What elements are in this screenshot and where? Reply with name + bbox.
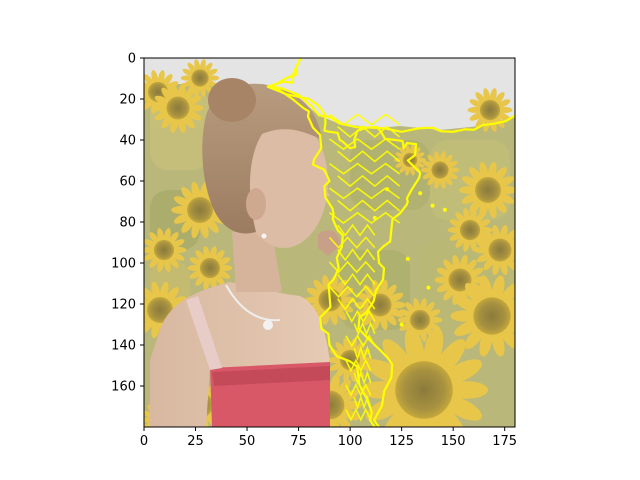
overlay-edge-fragment [328,236,376,249]
overlay-speck [442,207,447,212]
dress-top-shadow [212,366,330,386]
overlay-edge-fragment [337,223,376,237]
sunflower [397,298,443,342]
x-tick-label: 100 [338,434,363,449]
overlay-edge-fragment [337,125,401,138]
x-tick-label: 150 [441,434,466,449]
neck [232,232,282,292]
sunflower [152,83,204,133]
overlay-edge-fragment [345,309,376,324]
y-tick-label: 60 [119,175,136,190]
x-tick-label: 75 [290,434,307,449]
overlay-edge-fragment [345,334,376,348]
sunflower [180,59,220,97]
overlay-speck [399,322,404,327]
edge-overlay [266,58,515,427]
sunflower [420,151,460,189]
dress-strap-left [186,296,222,370]
sunflower [450,275,515,357]
x-tick-label: 0 [140,434,148,449]
sunflower [360,327,488,427]
sky-region [144,58,515,130]
overlay-edge-fragment [328,285,376,299]
sunflower-image [144,58,515,427]
overlay-edge-fragment [345,383,372,398]
y-axis-ticks: 0 20 40 60 80 100 120 140 160 [111,52,144,395]
overlay-edge-fragment [353,370,372,386]
hair-bun [208,78,256,122]
overlay-contour-left [270,58,376,427]
y-tick-label: 100 [111,257,136,272]
overlay-speck [372,215,377,220]
overlay-edge-fragment [337,174,401,188]
overlay-edge-fragment [353,345,372,361]
overlay-speck [405,256,410,261]
x-tick-label: 25 [187,434,204,449]
overlay-edge-fragment [345,358,372,373]
x-axis-ticks: 0 25 50 75 100 125 150 175 [140,427,517,449]
overlay-speck [385,187,390,192]
overlay-edge-fragment [337,272,376,286]
y-tick-label: 140 [111,339,136,354]
y-tick-label: 160 [111,380,136,395]
y-tick-label: 20 [119,93,136,108]
overlay-edge-fragment [328,260,376,274]
pendant [263,320,273,330]
overlay-edge-fragment [337,150,401,163]
nose-profile [316,175,330,200]
overlay-edge-fragment [329,138,401,151]
ear [246,188,266,220]
earring [261,233,267,239]
x-tick-label: 125 [389,434,414,449]
overlay-speck [426,285,431,290]
overlay-edge-fragment [329,162,401,175]
y-tick-label: 0 [128,52,136,67]
overlay-edge-fragment [345,407,372,422]
sunflower [434,255,486,305]
x-tick-label: 175 [492,434,517,449]
y-tick-label: 80 [119,216,136,231]
sunflower [474,225,515,275]
sunflower [467,88,513,132]
overlay-speck [418,191,423,196]
hand [318,230,340,256]
overlay-sky-boundary [267,85,515,133]
overlay-edge-fragment [329,113,401,126]
sunflower [187,246,233,290]
overlay-edge-fragment [337,297,376,311]
sunflower [459,161,515,219]
sunflower [144,228,187,272]
y-tick-label: 120 [111,298,136,313]
overlay-edge-fragment [337,199,401,212]
overlay-edge-fragment [337,248,376,262]
overlay-edge-fragment [329,211,401,224]
x-tick-label: 50 [239,434,256,449]
axes-frame [143,57,516,428]
necklace [225,284,281,322]
overlay-edge-fragment [353,394,372,411]
overlay-speck [430,203,435,208]
y-tick-label: 40 [119,134,136,149]
overlay-edge-fragment [353,321,376,336]
